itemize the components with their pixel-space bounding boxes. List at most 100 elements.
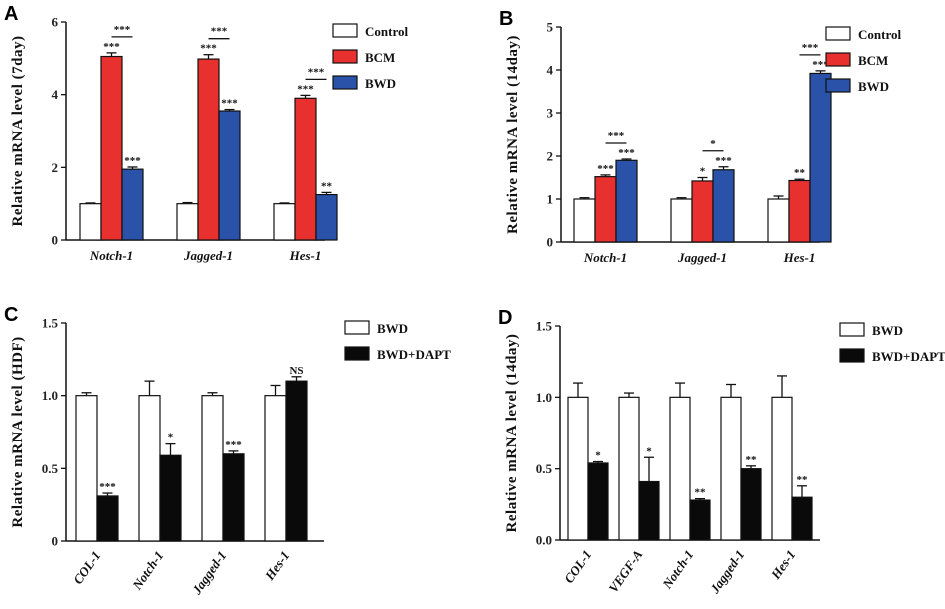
x-tick-label: Jagged-1: [188, 548, 229, 598]
bar: [218, 110, 241, 241]
bar: [573, 198, 596, 243]
x-tick-label: COL-1: [561, 547, 594, 586]
x-tick-label: COL-1: [70, 548, 103, 587]
bracket-label: ***: [608, 130, 625, 142]
chart-panel-b: B Relative mRNA level (14day) 0 1 2 3 4 5 Notch-…: [499, 8, 901, 265]
y-axis-label: Relative mRNA level (7day): [10, 36, 26, 227]
significance-label: *: [168, 432, 174, 444]
legend-swatch: [825, 78, 851, 93]
legend-label: BCM: [858, 53, 888, 68]
bar: [788, 179, 811, 243]
legend-swatch: [332, 23, 358, 38]
y-tick-label: 1: [547, 192, 554, 207]
significance-label: ***: [124, 155, 141, 167]
bar: [767, 198, 790, 243]
x-tick-label: Notch-1: [659, 547, 697, 592]
significance-label: **: [321, 180, 333, 192]
significance-label: NS: [289, 365, 303, 377]
legend-swatch: [332, 75, 358, 90]
legend-label: BWD: [377, 321, 408, 336]
y-tick-label: 2: [52, 160, 59, 175]
bar: [691, 180, 714, 243]
significance-label: ***: [618, 147, 635, 159]
significance-label: ***: [597, 163, 614, 175]
bar: [771, 396, 793, 541]
bar: [79, 203, 102, 241]
legend-label: Control: [365, 24, 408, 39]
bracket-label: ***: [308, 66, 325, 78]
y-tick-label: 1.0: [536, 390, 552, 405]
bar: [587, 462, 609, 541]
bar: [100, 55, 123, 241]
bracket-label: ***: [211, 26, 228, 38]
legend-swatch: [332, 49, 358, 64]
bar: [567, 396, 589, 541]
x-tick-label: Hes-1: [767, 547, 798, 582]
legend-label: Control: [858, 27, 901, 42]
legend-swatch: [344, 320, 370, 335]
legend-swatch: [839, 322, 865, 337]
legend-label: BWD+DAPT: [872, 349, 945, 364]
chart-panel-a: A Relative mRNA level (7day) 0 2 4 6 Notch-1 **…: [4, 3, 408, 263]
x-tick-label: Jagged-1: [677, 250, 727, 265]
y-tick-label: 3: [547, 106, 554, 121]
y-tick-label: 0.5: [536, 461, 553, 476]
bar: [615, 159, 638, 243]
bar: [159, 454, 182, 542]
bar: [712, 169, 735, 243]
legend-label: BWD+DAPT: [377, 347, 451, 362]
x-tick-label: Hes-1: [261, 548, 292, 583]
bar: [294, 97, 317, 241]
y-tick-label: 1.5: [536, 319, 553, 334]
y-tick-label: 4: [547, 63, 554, 78]
legend-swatch: [839, 348, 865, 363]
bar: [670, 198, 693, 243]
chart-panel-d: D Relative mRNA level (14day) 0.0 0.5 1.0 1.5…: [498, 307, 945, 597]
y-tick-label: 6: [52, 15, 59, 30]
legend-label: BWD: [872, 323, 903, 338]
bar: [618, 396, 640, 541]
significance-label: ***: [99, 481, 116, 493]
significance-label: ***: [200, 43, 217, 55]
bar: [638, 480, 660, 541]
significance-label: ***: [225, 439, 242, 451]
bar: [689, 499, 711, 541]
bar: [222, 453, 245, 542]
bar: [201, 395, 224, 542]
bar: [176, 203, 199, 241]
panel-letter: B: [499, 8, 513, 30]
bracket-label: ***: [802, 42, 819, 54]
bar: [809, 72, 832, 243]
legend-swatch: [344, 346, 370, 361]
bar: [197, 58, 220, 241]
bar: [594, 176, 617, 243]
x-tick-label: Hes-1: [289, 248, 322, 263]
chart-panel-c: C Relative mRNA level (HDF) 0 0.5 1.0 1.5 COL-…: [4, 304, 451, 598]
bar: [740, 468, 762, 541]
significance-label: *: [700, 166, 706, 178]
y-tick-label: 0.0: [536, 533, 552, 548]
significance-label: *: [595, 450, 601, 462]
bar: [720, 396, 742, 541]
significance-label: ***: [221, 98, 238, 110]
panel-letter: A: [4, 3, 18, 25]
bar: [138, 395, 161, 542]
bar: [791, 496, 813, 541]
legend-label: BWD: [858, 79, 889, 94]
bracket-label: ***: [114, 24, 131, 36]
significance-label: *: [646, 445, 652, 457]
bar: [121, 168, 144, 241]
bar: [264, 395, 287, 542]
x-tick-label: Notch-1: [129, 548, 167, 593]
bar: [75, 395, 98, 542]
y-tick-label: 0: [547, 235, 554, 250]
x-tick-label: Jagged-1: [183, 248, 233, 263]
bar: [315, 193, 338, 241]
bracket-label: *: [710, 138, 716, 150]
significance-label: ***: [812, 59, 829, 71]
legend-label: BCM: [365, 50, 395, 65]
significance-label: ***: [103, 41, 120, 53]
y-tick-label: 1.5: [42, 316, 59, 331]
y-tick-label: 1.0: [42, 388, 58, 403]
y-axis-label: Relative mRNA level (14day): [504, 334, 520, 533]
